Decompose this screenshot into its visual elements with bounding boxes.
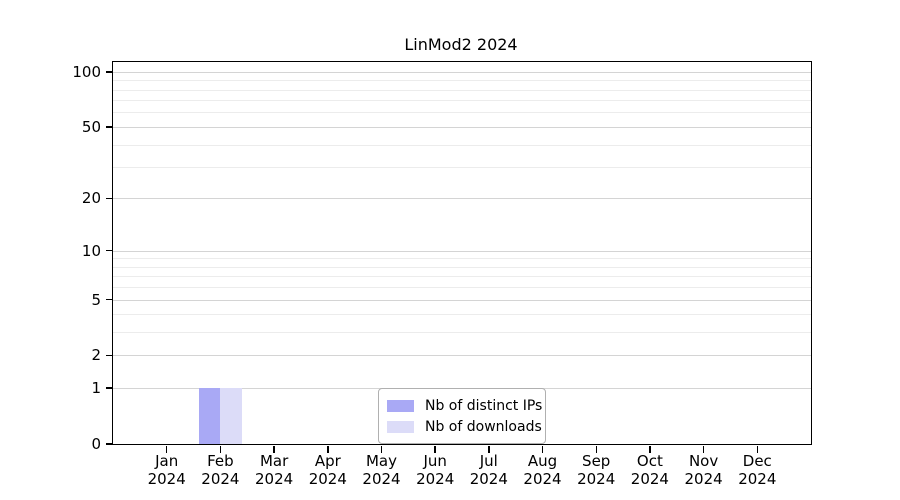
x-tick-month: Aug <box>527 452 558 470</box>
x-tick-mark <box>327 446 329 453</box>
x-tick-label: May 2024 <box>342 452 422 488</box>
y-tick-mark <box>105 249 112 252</box>
x-tick-label: Aug 2024 <box>503 452 583 488</box>
x-tick-mark <box>756 446 759 453</box>
y-tick-label: 5 <box>91 290 101 309</box>
legend-swatch <box>387 420 414 433</box>
gridline-minor <box>113 314 811 316</box>
y-tick-label: 20 <box>81 189 101 208</box>
chart-title: LinMod2 2024 <box>404 35 518 54</box>
x-tick-mark <box>219 446 222 453</box>
x-tick-label: Sep 2024 <box>556 452 636 488</box>
y-tick-mark <box>105 71 112 73</box>
x-tick-year: 2024 <box>362 470 401 488</box>
x-tick-mark <box>434 446 436 453</box>
y-tick-mark <box>105 298 112 301</box>
plot-area: 0 1 2 5 10 20 50 100 Jan 2024 Feb 2024 Mar 2024 Apr 202… <box>72 61 812 488</box>
x-tick-year: 2024 <box>523 470 562 488</box>
y-tick-mark <box>105 197 112 200</box>
x-tick-mark <box>273 446 275 453</box>
x-tick-year: 2024 <box>577 470 616 488</box>
gridline-major <box>113 126 811 128</box>
legend-label: Nb of downloads <box>425 418 542 435</box>
x-tick-label: Apr 2024 <box>288 452 368 488</box>
x-tick-month: Mar <box>259 452 289 470</box>
x-tick-year: 2024 <box>469 470 508 488</box>
y-tick-mark <box>105 443 112 445</box>
x-tick-year: 2024 <box>255 470 294 488</box>
bar-nb-of-downloads <box>220 388 242 444</box>
x-tick-label: Dec 2024 <box>717 452 797 488</box>
y-tick-label: 50 <box>81 117 101 136</box>
y-tick-label: 2 <box>91 346 101 365</box>
bar-nb-of-distinct-ips <box>198 388 221 444</box>
x-tick-mark <box>488 446 490 453</box>
gridline-minor <box>113 276 811 278</box>
y-tick-label: 100 <box>72 62 101 81</box>
x-tick-label: Nov 2024 <box>664 452 744 488</box>
x-tick-year: 2024 <box>630 470 669 488</box>
x-tick-month: Apr <box>314 452 341 470</box>
y-tick-mark <box>105 126 112 128</box>
legend-label: Nb of distinct IPs <box>425 397 543 414</box>
y-tick-mark <box>105 387 112 389</box>
legend-swatch <box>387 399 414 412</box>
gridline-minor <box>113 112 811 114</box>
x-tick-year: 2024 <box>308 470 347 488</box>
x-tick-month: Jul <box>479 452 498 470</box>
x-tick-mark <box>595 446 597 453</box>
x-tick-month: Jun <box>423 452 447 470</box>
x-tick-month: Sep <box>582 452 611 470</box>
gridline-minor <box>113 332 811 334</box>
x-tick-year: 2024 <box>201 470 240 488</box>
legend: Nb of distinct IPs Nb of downloads <box>378 388 546 444</box>
x-tick-month: Jan <box>155 452 179 470</box>
x-tick-mark <box>380 446 383 453</box>
legend-entry: Nb of distinct IPs <box>387 397 542 414</box>
gridline-minor <box>113 266 811 268</box>
x-tick-month: Dec <box>742 452 772 470</box>
x-tick-month: Feb <box>207 452 234 470</box>
x-tick-label: Jan 2024 <box>127 452 207 488</box>
x-tick-month: May <box>365 452 397 470</box>
gridline-major <box>113 198 811 200</box>
gridline-minor <box>113 258 811 260</box>
x-tick-year: 2024 <box>738 470 777 488</box>
gridline-major <box>113 299 811 301</box>
gridline-minor <box>113 167 811 168</box>
y-tick-mark <box>105 354 112 357</box>
x-tick-label: Feb 2024 <box>180 452 260 488</box>
x-tick-year: 2024 <box>147 470 186 488</box>
gridline-major <box>113 355 811 357</box>
gridline-minor <box>113 80 811 82</box>
gridline-minor <box>113 89 811 91</box>
x-tick-month: Nov <box>688 452 719 470</box>
x-tick-month: Oct <box>636 452 663 470</box>
x-tick-label: Jul 2024 <box>449 452 529 488</box>
x-tick-mark <box>649 446 651 453</box>
x-tick-mark <box>541 446 544 453</box>
y-tick-label: 1 <box>91 379 101 398</box>
gridline-minor <box>113 144 811 146</box>
legend-entry: Nb of downloads <box>387 418 542 435</box>
x-tick-label: Oct 2024 <box>610 452 690 488</box>
y-tick-label: 10 <box>81 241 101 260</box>
x-tick-mark <box>702 446 705 453</box>
gridline-minor <box>113 287 811 289</box>
gridline-major <box>113 250 811 252</box>
x-tick-label: Jun 2024 <box>395 452 475 488</box>
x-tick-label: Mar 2024 <box>234 452 314 488</box>
y-tick-label: 0 <box>91 435 101 453</box>
gridline-minor <box>113 100 811 102</box>
gridline-major <box>113 71 811 73</box>
x-tick-year: 2024 <box>684 470 723 488</box>
x-tick-year: 2024 <box>416 470 455 488</box>
x-tick-mark <box>165 446 168 453</box>
